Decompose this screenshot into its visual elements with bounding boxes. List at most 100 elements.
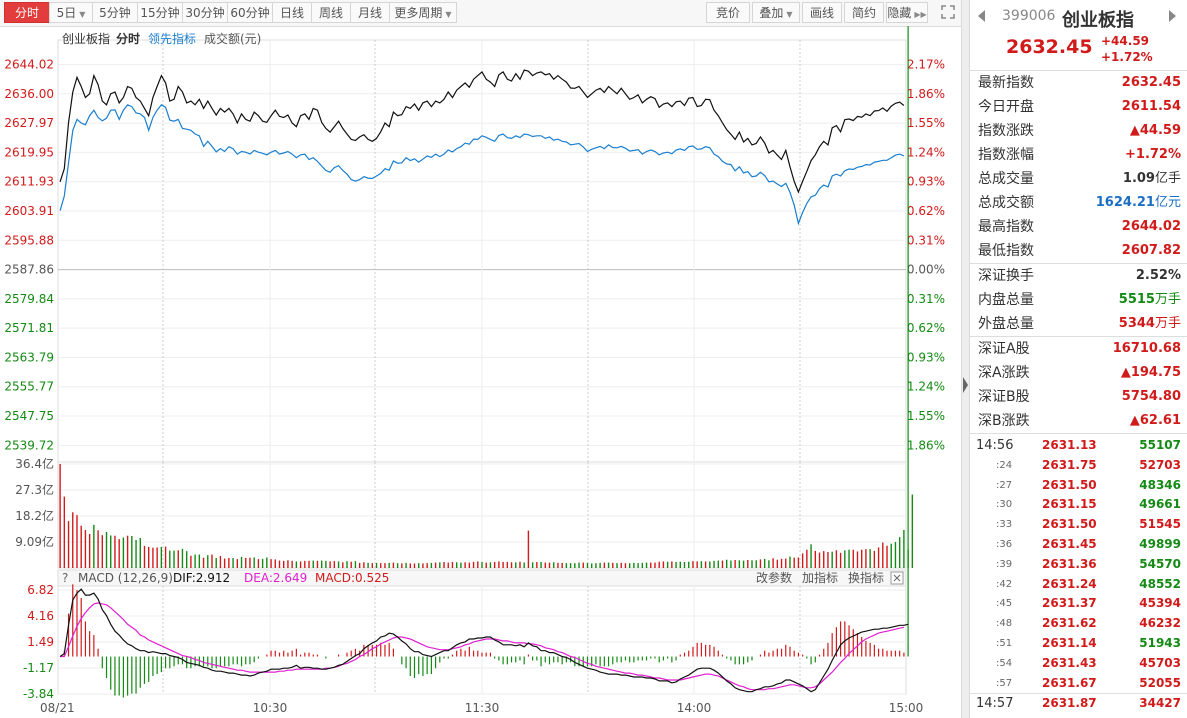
x-tick-label: 15:00 <box>889 701 924 715</box>
tick-time: :36 <box>996 538 1013 550</box>
stat-label: 深证换手 <box>978 268 1034 284</box>
toolbar-btn-6[interactable]: 日线 <box>272 2 312 23</box>
tick-list[interactable]: 14:56 2631.13 55107:24 2631.75 52703:27 2631.… <box>970 433 1187 714</box>
stat-number: 2632.45 <box>1121 75 1181 90</box>
stat-unit: 万手 <box>1154 292 1181 307</box>
stat-row: 总成交额 1624.21亿元 <box>970 191 1187 215</box>
toolbar-tool-label: 叠加 <box>759 6 784 20</box>
close-indicator-icon[interactable] <box>893 574 901 582</box>
fullscreen-icon[interactable] <box>937 2 959 23</box>
stat-value: ▲62.61 <box>1130 409 1181 433</box>
stat-number: 2611.54 <box>1121 99 1181 114</box>
toolbar-btn-0[interactable]: 分时 <box>4 2 50 23</box>
toolbar-btn-7[interactable]: 周线 <box>311 2 351 23</box>
tick-volume: 54570 <box>1139 556 1181 571</box>
tick-price: 2631.24 <box>1042 576 1097 591</box>
stat-row: 指数涨跌 ▲44.59 <box>970 119 1187 143</box>
legend-volume-label: 成交额(元) <box>204 31 261 46</box>
tick-row: :42 2631.24 48552 <box>970 575 1187 595</box>
tick-time: :57 <box>996 677 1013 689</box>
pct-tick-label: 0.31% <box>907 233 945 247</box>
toolbar-btn-3[interactable]: 15分钟 <box>137 2 183 23</box>
stat-number: 2.52% <box>1135 268 1181 283</box>
tick-price: 2631.50 <box>1042 517 1097 532</box>
tick-price: 2631.15 <box>1042 497 1097 512</box>
tick-time: :48 <box>996 618 1013 630</box>
stat-row: 深证A股 16710.68 <box>970 337 1187 361</box>
stat-value: 2.52% <box>1136 264 1181 288</box>
macd-add-indicator[interactable]: 加指标 <box>802 570 838 585</box>
y-tick-label: 2619.95 <box>4 145 54 159</box>
x-tick-label: 08/21 <box>40 701 75 715</box>
macd-tick-label: 1.49 <box>27 635 54 649</box>
stat-value: ▲194.75 <box>1121 361 1181 385</box>
toolbar-tool-1[interactable]: 叠加 ▼ <box>752 2 800 23</box>
stat-row: 深证B股 5754.80 <box>970 385 1187 409</box>
stat-number: 5344 <box>1118 316 1155 331</box>
collapse-arrow-icon[interactable] <box>962 372 969 398</box>
stat-unit: 亿手 <box>1154 171 1181 186</box>
y-tick-label: 2547.75 <box>4 409 54 423</box>
macd-macd: MACD:0.525 <box>315 571 389 585</box>
tick-price: 2631.62 <box>1042 616 1097 631</box>
y-tick-label: 2644.02 <box>4 58 54 72</box>
stat-row: 指数涨幅 +1.72% <box>970 143 1187 167</box>
stat-value: 16710.68 <box>1113 337 1181 361</box>
leading-indicator-line <box>59 104 905 226</box>
toolbar-btn-label: 15分钟 <box>140 6 180 20</box>
tick-time: :54 <box>996 657 1013 669</box>
toolbar-btn-4[interactable]: 30分钟 <box>182 2 228 23</box>
tick-price: 2631.37 <box>1042 596 1097 611</box>
stat-number: 1624.21 <box>1095 195 1155 210</box>
stats-group-market: 深证A股 16710.68 深A涨跌 ▲194.75 深证B股 5754.80 深B涨跌 ▲6… <box>970 336 1187 433</box>
stat-row: 深证换手 2.52% <box>970 264 1187 288</box>
stat-row: 最高指数 2644.02 <box>970 215 1187 239</box>
change-percent: +1.72% <box>1101 50 1153 64</box>
tick-price: 2631.87 <box>1042 696 1097 711</box>
legend-leading[interactable]: 领先指标 <box>148 31 196 46</box>
toolbar-btn-8[interactable]: 月线 <box>350 2 390 23</box>
macd-switch-indicator[interactable]: 换指标 <box>848 570 884 585</box>
toolbar-btn-label: 更多周期 <box>394 6 443 20</box>
toolbar-btn-5[interactable]: 60分钟 <box>227 2 273 23</box>
tick-row: :36 2631.45 49899 <box>970 535 1187 555</box>
stat-row: 今日开盘 2611.54 <box>970 95 1187 119</box>
toolbar-btn-1[interactable]: 5日 ▼ <box>49 2 93 23</box>
tick-volume: 52055 <box>1139 675 1181 690</box>
panel-collapse-handle[interactable] <box>961 0 970 718</box>
stat-number: 5515 <box>1118 292 1155 307</box>
stat-value: 2607.82 <box>1122 239 1181 263</box>
tick-time: 14:56 <box>976 438 1014 453</box>
toolbar-btn-2[interactable]: 5分钟 <box>92 2 138 23</box>
stock-code: 399006 <box>1002 8 1056 24</box>
volume-tick-label: 9.09亿 <box>15 534 54 549</box>
stat-value: 1.09亿手 <box>1123 167 1181 191</box>
next-stock-arrow-icon[interactable] <box>1169 10 1176 22</box>
tick-row: :57 2631.67 52055 <box>970 674 1187 694</box>
pct-tick-label: 1.55% <box>907 409 945 423</box>
tick-price: 2631.13 <box>1042 438 1097 452</box>
toolbar-tool-2[interactable]: 画线 <box>802 2 842 23</box>
pct-tick-label: 1.86% <box>907 438 945 452</box>
tick-row: :39 2631.36 54570 <box>970 555 1187 575</box>
dropdown-arrow-icon: ▼ <box>79 10 86 19</box>
toolbar-tool-3[interactable]: 简约 <box>844 2 884 23</box>
intraday-chart[interactable]: 2644.02 2.17% 2636.00 1.86% 2627.97 1.55% 2619… <box>0 26 961 718</box>
y-tick-label: 2636.00 <box>4 87 54 101</box>
toolbar-tool-0[interactable]: 竞价 <box>706 2 750 23</box>
y-tick-label: 2555.77 <box>4 380 54 394</box>
toolbar-btn-label: 5分钟 <box>99 6 131 20</box>
y-tick-label: 2603.91 <box>4 204 54 218</box>
toolbar-btn-label: 5日 <box>56 6 77 20</box>
pct-tick-label: 2.17% <box>907 58 945 72</box>
toolbar-btn-label: 日线 <box>279 6 304 20</box>
tick-price: 2631.67 <box>1042 675 1097 690</box>
prev-stock-arrow-icon[interactable] <box>978 10 985 22</box>
pct-tick-label: 0.62% <box>907 204 945 218</box>
toolbar-tool-4[interactable]: 隐藏 ▶▶ <box>886 2 928 23</box>
toolbar-btn-9[interactable]: 更多周期 ▼ <box>389 2 457 23</box>
toolbar-btn-label: 周线 <box>318 6 343 20</box>
pct-tick-label: 0.93% <box>907 350 945 364</box>
macd-change-params[interactable]: 改参数 <box>756 570 792 585</box>
stat-value: 5754.80 <box>1122 385 1181 409</box>
